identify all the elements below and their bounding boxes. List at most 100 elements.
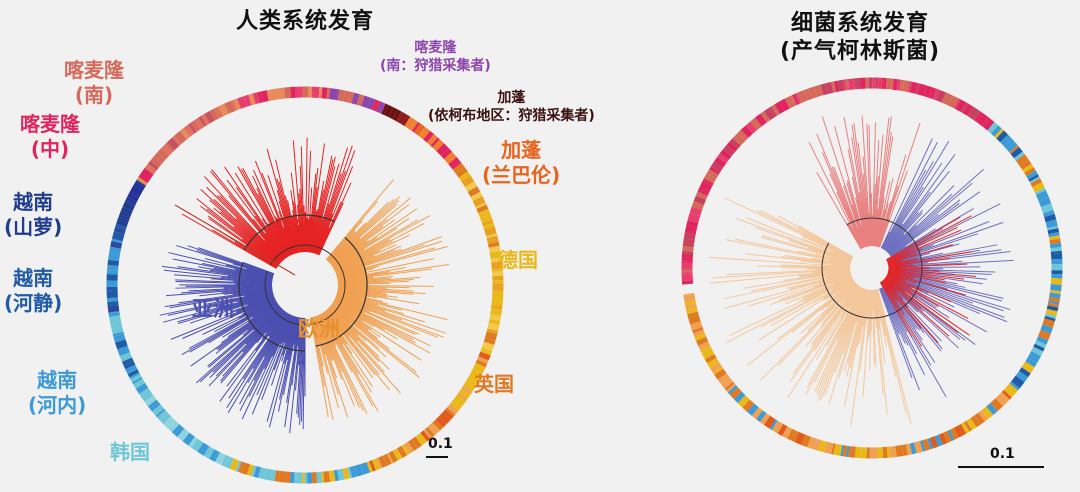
ring-korea-mix bbox=[225, 456, 234, 469]
ring-gabon bbox=[415, 124, 425, 136]
africa-branches bbox=[235, 218, 282, 263]
asia-branches bbox=[283, 316, 298, 364]
ring-vietnam-hanoi bbox=[115, 339, 128, 350]
ring-r-mix bbox=[751, 407, 763, 420]
r-asia-branches bbox=[884, 191, 931, 251]
r-europe-branches bbox=[857, 289, 869, 347]
africa-branches bbox=[306, 218, 310, 253]
r-europe-branches bbox=[838, 288, 867, 378]
r-mixed-red-branches bbox=[886, 227, 958, 262]
ring-r-asia bbox=[990, 125, 1002, 137]
ring-uk bbox=[445, 407, 456, 417]
ring-vietnam-hanoi bbox=[132, 376, 143, 385]
ring-r-asia bbox=[1028, 174, 1040, 182]
ring-vietnam-hanoi bbox=[122, 359, 134, 367]
r-europe-branches bbox=[783, 270, 851, 282]
europe-branches bbox=[321, 313, 379, 412]
r-europe-branches bbox=[859, 289, 870, 371]
ring-uk bbox=[375, 457, 383, 469]
ring-vietnam-sonla bbox=[122, 201, 135, 212]
ring-r-mix bbox=[737, 395, 750, 408]
ring-korea-mix bbox=[263, 468, 272, 481]
r-mixed-red-branches bbox=[887, 252, 917, 264]
r-mixed-red-branches bbox=[888, 270, 945, 281]
ring-r-mix bbox=[970, 415, 981, 428]
r-mixed-red-branches bbox=[880, 281, 923, 347]
ring-r-mix bbox=[974, 412, 985, 425]
africa-branches bbox=[278, 210, 295, 255]
r-asia-branches bbox=[885, 212, 919, 252]
ring-r-asia bbox=[1000, 134, 1013, 147]
r-mixed-red-branches bbox=[883, 279, 898, 293]
europe-branches bbox=[331, 219, 396, 266]
ring-r-africa bbox=[974, 111, 984, 123]
r-africa-branches bbox=[816, 133, 865, 248]
ring-korea bbox=[139, 387, 150, 397]
ring-r-mix bbox=[966, 418, 977, 431]
ring-uk bbox=[458, 388, 471, 400]
ring-r-africa bbox=[797, 90, 808, 103]
ring-korea bbox=[188, 436, 198, 448]
ring-korea bbox=[133, 378, 146, 389]
ring-uk bbox=[371, 458, 380, 471]
r-europe-branches bbox=[770, 278, 854, 327]
ring-r-mix bbox=[889, 445, 897, 458]
asia-branches bbox=[196, 249, 274, 276]
asia-branches bbox=[253, 313, 290, 381]
ring-r-asia bbox=[1047, 228, 1060, 235]
africa-branches bbox=[304, 137, 308, 253]
ring-uk bbox=[472, 362, 486, 374]
europe-branches bbox=[330, 304, 417, 373]
ring-cameroon-south bbox=[224, 102, 232, 114]
europe-branches bbox=[320, 313, 353, 373]
r-asia-branches bbox=[883, 186, 924, 250]
europe-branches bbox=[315, 316, 338, 379]
ring-r-europe bbox=[685, 303, 697, 310]
asia-branches bbox=[248, 314, 291, 397]
europe-branches bbox=[337, 276, 374, 282]
ring-uk bbox=[411, 436, 422, 449]
europe-branches bbox=[334, 244, 397, 273]
ring-germany bbox=[488, 245, 501, 253]
ring-r-europe bbox=[717, 373, 730, 385]
label-gabon-lambarene: 加蓬 (兰巴伦) bbox=[482, 138, 561, 187]
europe-branches bbox=[314, 316, 339, 395]
ring-r-europe bbox=[720, 377, 734, 389]
europe-branches bbox=[312, 316, 320, 346]
clade-label-africa: 非洲 bbox=[272, 217, 314, 241]
ring-uk bbox=[423, 429, 433, 439]
europe-branches bbox=[335, 236, 442, 275]
asia-branches bbox=[302, 317, 306, 430]
ring-uk bbox=[463, 379, 477, 392]
ring-germany bbox=[483, 337, 496, 345]
africa-branches bbox=[275, 222, 292, 256]
asia-branches bbox=[170, 296, 275, 340]
ring-uk bbox=[369, 460, 376, 472]
ring-r-africa bbox=[941, 92, 953, 106]
ring-germany bbox=[455, 166, 468, 178]
ring-gabon bbox=[423, 130, 435, 143]
ring-vietnam-hanoi bbox=[112, 331, 125, 337]
ring-r-asia bbox=[1049, 292, 1061, 299]
ring-r-asia bbox=[1032, 182, 1045, 193]
ring-r-africa bbox=[740, 125, 753, 138]
europe-branches bbox=[331, 304, 378, 339]
asia-branches bbox=[219, 311, 286, 402]
asia-branches bbox=[223, 288, 273, 295]
asia-branches bbox=[215, 304, 280, 354]
ring-uk bbox=[415, 432, 428, 446]
asia-branches bbox=[225, 264, 274, 278]
ring-r-asia bbox=[1021, 361, 1035, 374]
ring-r-mix bbox=[953, 425, 964, 438]
ring-korea-mix bbox=[237, 461, 245, 473]
r-mixed-red-branches bbox=[888, 251, 972, 266]
ring-r-africa bbox=[702, 178, 714, 186]
r-europe-branches bbox=[791, 281, 856, 333]
ring-r-asia bbox=[1048, 235, 1061, 241]
africa-branches bbox=[290, 190, 301, 253]
label-vietnam-sonla: 越南 (山萝) bbox=[4, 190, 63, 239]
africa-branches bbox=[293, 201, 302, 253]
ring-r-africa bbox=[972, 110, 981, 121]
r-africa-branches bbox=[872, 122, 876, 247]
ring-germany bbox=[467, 186, 481, 197]
